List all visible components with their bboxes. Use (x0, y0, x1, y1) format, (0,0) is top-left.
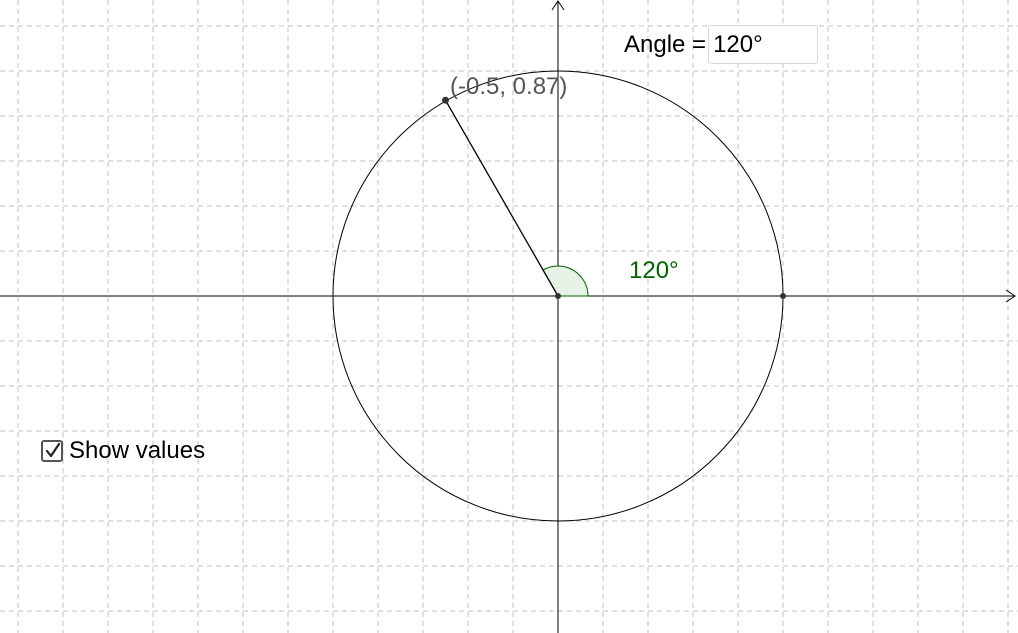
movable-point[interactable] (442, 96, 449, 104)
point-on-x-axis (780, 293, 786, 299)
checkmark-icon (45, 442, 61, 458)
y-axis-arrow-icon (551, 0, 565, 11)
angle-input-label: Angle = (624, 30, 707, 58)
angle-value-label: 120° (629, 257, 679, 284)
angle-input[interactable] (708, 25, 819, 64)
checkbox-box[interactable] (41, 440, 63, 462)
radius-segment (444, 99, 559, 297)
show-values-checkbox[interactable]: Show values (41, 436, 205, 466)
angle-input-group: Angle = (624, 24, 819, 65)
x-axis (0, 289, 1016, 303)
origin-point (555, 293, 561, 299)
show-values-label: Show values (69, 437, 206, 464)
y-axis (551, 0, 565, 633)
point-coordinates-label: (-0.5, 0.87) (450, 73, 567, 100)
x-axis-arrow-icon (1005, 289, 1016, 303)
